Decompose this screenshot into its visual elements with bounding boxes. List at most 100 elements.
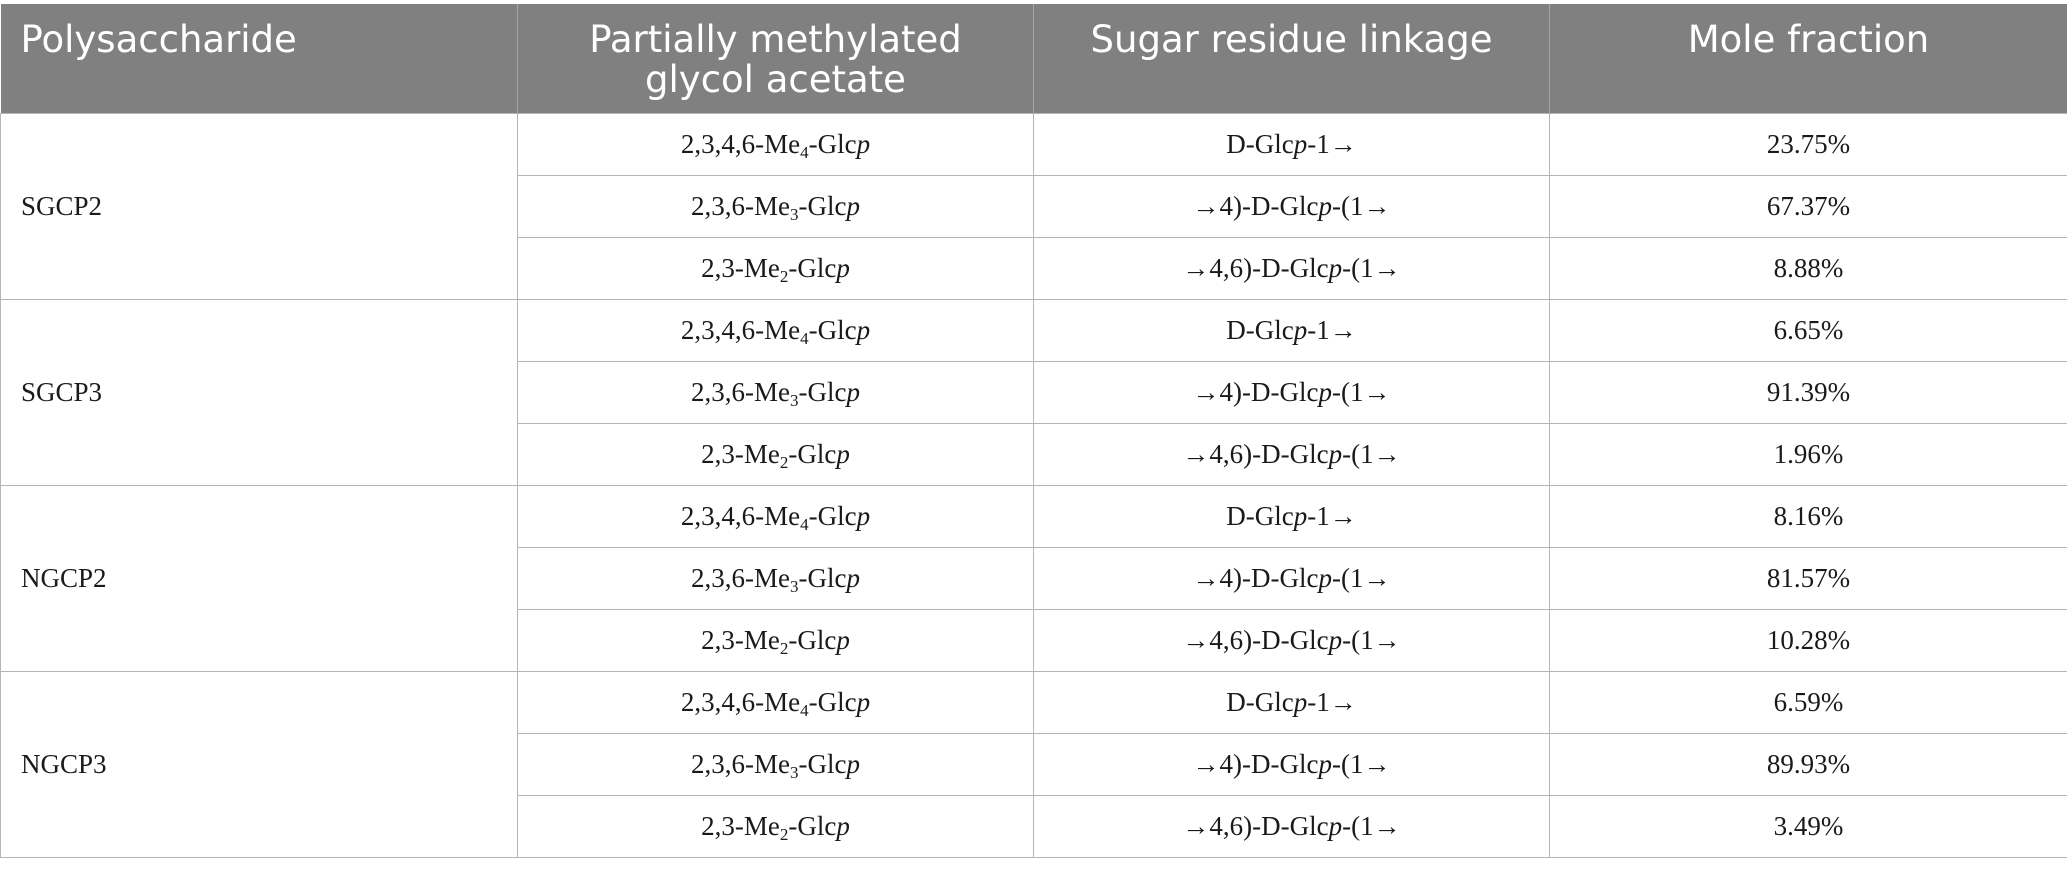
- linkage-suffix: -(1→: [1342, 624, 1401, 655]
- glycol-acetate-sugar: -Glc: [808, 314, 857, 345]
- glycol-acetate-prefix: 2,3,6-Me: [691, 748, 790, 779]
- linkage-cell: D-Glcp-1→: [1033, 298, 1550, 362]
- mole-fraction-cell: 3.49%: [1549, 794, 2067, 858]
- glycol-acetate-cell: 2,3,4,6-Me4-Glcp: [517, 298, 1034, 362]
- glycol-acetate-cell: 2,3,4,6-Me4-Glcp: [517, 112, 1034, 176]
- glycol-acetate-pyranose: p: [836, 624, 850, 655]
- table-row: 2,3-Me2-Glcp →4,6)-D-Glcp-(1→ 10.28%: [1, 608, 2067, 672]
- linkage-pyranose: p: [1328, 252, 1343, 283]
- glycol-acetate-subscript: 3: [790, 762, 799, 782]
- table-row: NGCP2 2,3,4,6-Me4-Glcp D-Glcp-1→ 8.16%: [0, 484, 2067, 672]
- glycol-acetate-pyranose: p: [846, 190, 860, 221]
- linkage-suffix: -1→: [1307, 686, 1357, 717]
- table-row: NGCP3 2,3,4,6-Me4-Glcp D-Glcp-1→ 6.59%: [0, 670, 2067, 858]
- linkage-cell: →4,6)-D-Glcp-(1→: [1033, 794, 1550, 858]
- glycol-acetate-sugar: -Glc: [798, 562, 847, 593]
- linkage-cell: →4,6)-D-Glcp-(1→: [1033, 236, 1550, 300]
- mole-fraction-cell: 6.65%: [1549, 298, 2067, 362]
- linkage-prefix: →4,6)-D-Glc: [1182, 810, 1329, 841]
- header-linkage: Sugar residue linkage: [1033, 4, 1550, 113]
- glycol-acetate-cell: 2,3,6-Me3-Glcp: [517, 732, 1034, 796]
- glycol-acetate-subscript: 2: [779, 452, 789, 472]
- mole-fraction-cell: 23.75%: [1549, 112, 2067, 176]
- glycol-acetate-sugar: -Glc: [808, 500, 857, 531]
- table-body: SGCP2 2,3,4,6-Me4-Glcp D-Glcp-1→ 23.75% 2,3,…: [0, 112, 2067, 858]
- glycol-acetate-pyranose: p: [846, 562, 860, 593]
- glycol-acetate-subscript: 4: [800, 514, 809, 534]
- linkage-pyranose: p: [1293, 128, 1308, 159]
- mole-fraction-cell: 8.88%: [1549, 236, 2067, 300]
- glycol-acetate-pyranose: p: [846, 748, 860, 779]
- mole-fraction-cell: 81.57%: [1549, 546, 2067, 610]
- linkage-prefix: →4,6)-D-Glc: [1182, 252, 1329, 283]
- mole-fraction-cell: 89.93%: [1549, 732, 2067, 796]
- glycol-acetate-subscript: 4: [800, 700, 809, 720]
- linkage-pyranose: p: [1328, 810, 1343, 841]
- glycol-acetate-cell: 2,3-Me2-Glcp: [517, 608, 1034, 672]
- glycol-acetate-sugar: -Glc: [788, 624, 837, 655]
- linkage-suffix: -1→: [1307, 128, 1357, 159]
- glycol-acetate-pyranose: p: [836, 438, 850, 469]
- glycol-acetate-prefix: 2,3-Me: [701, 438, 780, 469]
- linkage-prefix: D-Glc: [1226, 314, 1294, 345]
- linkage-prefix: →4)-D-Glc: [1192, 376, 1319, 407]
- glycol-acetate-sugar: -Glc: [798, 748, 847, 779]
- linkage-prefix: D-Glc: [1226, 500, 1294, 531]
- linkage-pyranose: p: [1318, 376, 1332, 407]
- header-mole-fraction: Mole fraction: [1549, 4, 2067, 113]
- linkage-suffix: -(1→: [1331, 748, 1391, 779]
- linkage-cell: →4)-D-Glcp-(1→: [1033, 174, 1550, 238]
- table-row: 2,3-Me2-Glcp →4,6)-D-Glcp-(1→ 1.96%: [1, 422, 2067, 486]
- glycol-acetate-cell: 2,3-Me2-Glcp: [517, 794, 1034, 858]
- glycol-acetate-pyranose: p: [846, 376, 860, 407]
- methylation-analysis-table: Polysaccharide Partially methylated glyc…: [0, 4, 2067, 858]
- glycol-acetate-prefix: 2,3,4,6-Me: [680, 686, 801, 717]
- linkage-cell: →4,6)-D-Glcp-(1→: [1033, 608, 1550, 672]
- glycol-acetate-cell: 2,3,6-Me3-Glcp: [517, 546, 1034, 610]
- glycol-acetate-prefix: 2,3,6-Me: [691, 562, 790, 593]
- linkage-pyranose: p: [1328, 438, 1343, 469]
- glycol-acetate-subscript: 2: [779, 266, 789, 286]
- linkage-pyranose: p: [1318, 562, 1332, 593]
- glycol-acetate-sugar: -Glc: [798, 190, 847, 221]
- linkage-cell: →4)-D-Glcp-(1→: [1033, 360, 1550, 424]
- polysaccharide-cell: SGCP2: [0, 112, 518, 300]
- linkage-cell: →4)-D-Glcp-(1→: [1033, 732, 1550, 796]
- linkage-cell: D-Glcp-1→: [1033, 112, 1550, 176]
- linkage-pyranose: p: [1318, 748, 1332, 779]
- glycol-acetate-cell: 2,3-Me2-Glcp: [517, 422, 1034, 486]
- linkage-prefix: D-Glc: [1226, 128, 1294, 159]
- table-row: SGCP2 2,3,4,6-Me4-Glcp D-Glcp-1→ 23.75%: [0, 112, 2067, 300]
- linkage-prefix: →4,6)-D-Glc: [1182, 438, 1329, 469]
- glycol-acetate-subscript: 2: [779, 824, 789, 844]
- glycol-acetate-prefix: 2,3,6-Me: [691, 190, 790, 221]
- table-row: 2,3,6-Me3-Glcp →4)-D-Glcp-(1→ 89.93%: [1, 732, 2067, 796]
- glycol-acetate-subscript: 4: [800, 328, 809, 348]
- linkage-pyranose: p: [1293, 314, 1308, 345]
- mole-fraction-cell: 10.28%: [1549, 608, 2067, 672]
- linkage-prefix: →4,6)-D-Glc: [1182, 624, 1329, 655]
- table-row: 2,3-Me2-Glcp →4,6)-D-Glcp-(1→ 3.49%: [1, 794, 2067, 858]
- table-row: 2,3,6-Me3-Glcp →4)-D-Glcp-(1→ 67.37%: [1, 174, 2067, 238]
- table-header: Polysaccharide Partially methylated glyc…: [0, 4, 2067, 113]
- linkage-prefix: D-Glc: [1226, 686, 1294, 717]
- glycol-acetate-pyranose: p: [836, 252, 850, 283]
- glycol-acetate-cell: 2,3,4,6-Me4-Glcp: [517, 670, 1034, 734]
- table-row: 2,3,6-Me3-Glcp →4)-D-Glcp-(1→ 91.39%: [1, 360, 2067, 424]
- linkage-prefix: →4)-D-Glc: [1192, 748, 1319, 779]
- table-row: 2,3-Me2-Glcp →4,6)-D-Glcp-(1→ 8.88%: [1, 236, 2067, 300]
- glycol-acetate-pyranose: p: [836, 810, 850, 841]
- linkage-suffix: -(1→: [1331, 376, 1391, 407]
- linkage-suffix: -1→: [1307, 314, 1357, 345]
- linkage-cell: D-Glcp-1→: [1033, 670, 1550, 734]
- glycol-acetate-sugar: -Glc: [788, 252, 837, 283]
- glycol-acetate-sugar: -Glc: [788, 810, 837, 841]
- linkage-cell: D-Glcp-1→: [1033, 484, 1550, 548]
- linkage-pyranose: p: [1318, 190, 1332, 221]
- glycol-acetate-subscript: 3: [790, 390, 799, 410]
- linkage-prefix: →4)-D-Glc: [1192, 190, 1319, 221]
- glycol-acetate-cell: 2,3-Me2-Glcp: [517, 236, 1034, 300]
- glycol-acetate-prefix: 2,3,4,6-Me: [680, 314, 801, 345]
- glycol-acetate-prefix: 2,3,6-Me: [691, 376, 790, 407]
